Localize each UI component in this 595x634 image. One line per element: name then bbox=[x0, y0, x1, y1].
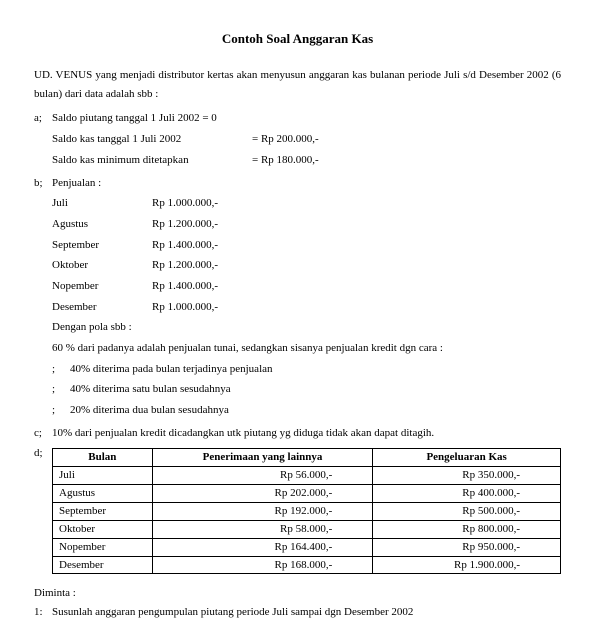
a-line2-label: Saldo kas tanggal 1 Juli 2002 bbox=[52, 130, 252, 149]
item-c: c; 10% dari penjualan kredit dicadangkan… bbox=[34, 424, 561, 443]
table-row: DesemberRp 168.000,-Rp 1.900.000,- bbox=[53, 556, 561, 574]
sales-amount: Rp 1.400.000,- bbox=[152, 236, 272, 255]
sales-month: Nopember bbox=[52, 277, 152, 296]
marker-a: a; bbox=[34, 109, 52, 171]
cell-month: Oktober bbox=[53, 520, 153, 538]
sales-amount: Rp 1.000.000,- bbox=[152, 194, 272, 213]
sales-row: SeptemberRp 1.400.000,- bbox=[52, 236, 561, 255]
bullet-marker: ; bbox=[52, 401, 70, 420]
diminta-label: Diminta : bbox=[34, 584, 561, 603]
cell-value: Rp 58.000,- bbox=[152, 520, 373, 538]
cell-value: Rp 168.000,- bbox=[152, 556, 373, 574]
b-pattern-line: 60 % dari padanya adalah penjualan tunai… bbox=[52, 339, 561, 358]
cell-value: Rp 350.000,- bbox=[373, 467, 561, 485]
sales-row: JuliRp 1.000.000,- bbox=[52, 194, 561, 213]
table-header: Bulan bbox=[53, 449, 153, 467]
marker-d: d; bbox=[34, 444, 52, 574]
b-pattern-heading: Dengan pola sbb : bbox=[52, 318, 561, 337]
sales-row: DesemberRp 1.000.000,- bbox=[52, 298, 561, 317]
cell-value: Rp 400.000,- bbox=[373, 485, 561, 503]
bullet-text: 20% diterima dua bulan sesudahnya bbox=[70, 401, 229, 420]
sales-row: OktoberRp 1.200.000,- bbox=[52, 256, 561, 275]
table-row: SeptemberRp 192.000,-Rp 500.000,- bbox=[53, 503, 561, 521]
table-header: Penerimaan yang lainnya bbox=[152, 449, 373, 467]
diminta-text: Susunlah anggaran pengumpulan piutang pe… bbox=[52, 603, 561, 622]
b-heading: Penjualan : bbox=[52, 174, 561, 193]
table-row: AgustusRp 202.000,-Rp 400.000,- bbox=[53, 485, 561, 503]
table-row: OktoberRp 58.000,-Rp 800.000,- bbox=[53, 520, 561, 538]
bullet-text: 40% diterima pada bulan terjadinya penju… bbox=[70, 360, 273, 379]
sales-month: September bbox=[52, 236, 152, 255]
a-line3: Saldo kas minimum ditetapkan = Rp 180.00… bbox=[52, 151, 561, 170]
a-line1: Saldo piutang tanggal 1 Juli 2002 = 0 bbox=[52, 109, 561, 128]
bullet-marker: ; bbox=[52, 360, 70, 379]
cash-table: BulanPenerimaan yang lainnyaPengeluaran … bbox=[52, 448, 561, 574]
diminta-marker: 1: bbox=[34, 603, 52, 622]
marker-c: c; bbox=[34, 424, 52, 443]
a-line3-label: Saldo kas minimum ditetapkan bbox=[52, 151, 252, 170]
item-a: a; Saldo piutang tanggal 1 Juli 2002 = 0… bbox=[34, 109, 561, 171]
pattern-bullet: ;40% diterima pada bulan terjadinya penj… bbox=[52, 360, 561, 379]
item-d: d; BulanPenerimaan yang lainnyaPengeluar… bbox=[34, 444, 561, 574]
table-header: Pengeluaran Kas bbox=[373, 449, 561, 467]
diminta-item: 1: Susunlah anggaran pengumpulan piutang… bbox=[34, 603, 561, 622]
bullet-marker: ; bbox=[52, 380, 70, 399]
sales-row: NopemberRp 1.400.000,- bbox=[52, 277, 561, 296]
cell-month: September bbox=[53, 503, 153, 521]
table-row: JuliRp 56.000,-Rp 350.000,- bbox=[53, 467, 561, 485]
sales-month: Desember bbox=[52, 298, 152, 317]
a-line2: Saldo kas tanggal 1 Juli 2002 = Rp 200.0… bbox=[52, 130, 561, 149]
cell-value: Rp 950.000,- bbox=[373, 538, 561, 556]
a-line3-value: = Rp 180.000,- bbox=[252, 151, 319, 170]
cell-value: Rp 164.400,- bbox=[152, 538, 373, 556]
a-line2-value: = Rp 200.000,- bbox=[252, 130, 319, 149]
sales-month: Oktober bbox=[52, 256, 152, 275]
cell-value: Rp 192.000,- bbox=[152, 503, 373, 521]
cell-value: Rp 800.000,- bbox=[373, 520, 561, 538]
sales-amount: Rp 1.200.000,- bbox=[152, 215, 272, 234]
cell-value: Rp 1.900.000,- bbox=[373, 556, 561, 574]
intro-paragraph: UD. VENUS yang menjadi distributor kerta… bbox=[34, 66, 561, 103]
c-text: 10% dari penjualan kredit dicadangkan ut… bbox=[52, 424, 561, 443]
table-row: NopemberRp 164.400,-Rp 950.000,- bbox=[53, 538, 561, 556]
cell-month: Juli bbox=[53, 467, 153, 485]
pattern-bullet: ;20% diterima dua bulan sesudahnya bbox=[52, 401, 561, 420]
sales-month: Agustus bbox=[52, 215, 152, 234]
sales-amount: Rp 1.200.000,- bbox=[152, 256, 272, 275]
bullet-text: 40% diterima satu bulan sesudahnya bbox=[70, 380, 231, 399]
cell-month: Desember bbox=[53, 556, 153, 574]
cell-value: Rp 56.000,- bbox=[152, 467, 373, 485]
sales-row: AgustusRp 1.200.000,- bbox=[52, 215, 561, 234]
sales-amount: Rp 1.000.000,- bbox=[152, 298, 272, 317]
cell-value: Rp 500.000,- bbox=[373, 503, 561, 521]
cell-month: Agustus bbox=[53, 485, 153, 503]
sales-month: Juli bbox=[52, 194, 152, 213]
cell-month: Nopember bbox=[53, 538, 153, 556]
cell-value: Rp 202.000,- bbox=[152, 485, 373, 503]
pattern-bullet: ;40% diterima satu bulan sesudahnya bbox=[52, 380, 561, 399]
marker-b: b; bbox=[34, 174, 52, 422]
document-title: Contoh Soal Anggaran Kas bbox=[34, 28, 561, 50]
sales-amount: Rp 1.400.000,- bbox=[152, 277, 272, 296]
item-b: b; Penjualan : JuliRp 1.000.000,-Agustus… bbox=[34, 174, 561, 422]
